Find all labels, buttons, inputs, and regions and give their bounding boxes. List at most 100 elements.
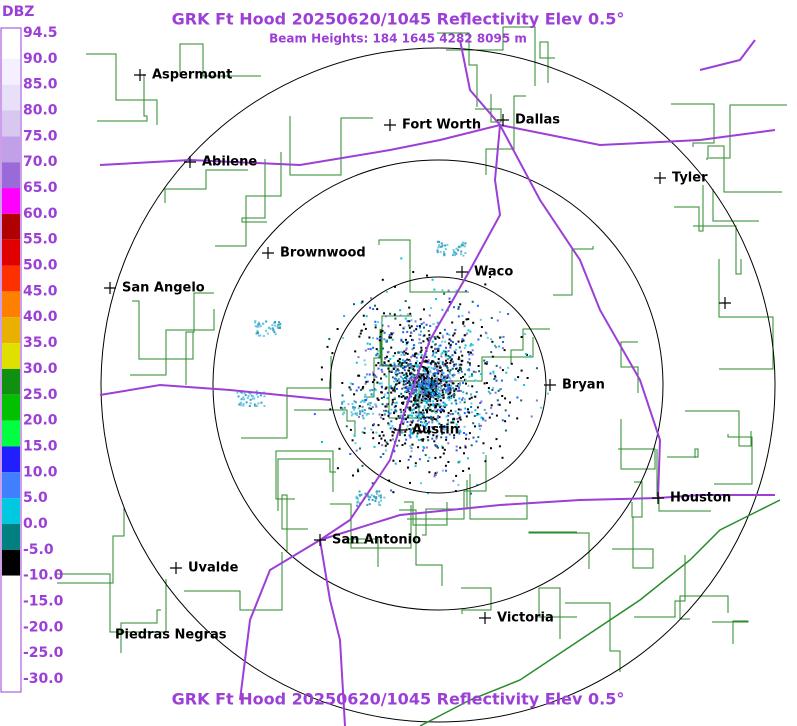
echo-pixel [446,376,449,379]
echo-pixel [375,376,378,379]
echo-pixel [436,383,439,386]
echo-pixel [390,391,393,394]
legend-label: -25.0 [23,645,64,661]
echo-pixel [480,326,483,328]
echo-pixel [449,394,452,397]
echo-pixel [381,403,384,406]
echo-pixel [384,449,387,452]
echo-pixel [382,434,385,437]
echo-pixel [374,388,377,391]
echo-pixel [388,412,391,415]
echo-pixel [404,349,407,352]
echo-pixel [448,338,451,341]
echo-pixel [349,382,352,385]
echo-pixel [412,411,415,414]
echo-pixel [257,334,260,337]
echo-pixel [257,323,260,326]
echo-pixel [497,389,500,392]
echo-pixel [377,367,380,370]
echo-pixel [443,428,446,431]
echo-pixel [357,470,360,473]
echo-pixel [410,450,413,453]
city-label: Brownwood [280,246,366,261]
echo-pixel [409,377,412,380]
echo-pixel [476,304,479,307]
echo-pixel [361,399,364,402]
echo-pixel [371,482,374,485]
title: GRK Ft Hood 20250620/1045 Reflectivity E… [172,10,625,29]
echo-pixel [495,438,498,441]
echo-pixel [376,352,379,355]
echo-pixel [484,331,487,334]
county-line [277,458,336,511]
echo-pixel [490,404,493,407]
legend-labels: 94.590.085.080.075.070.065.060.055.050.0… [23,25,64,687]
echo-pixel [415,417,418,419]
echo-pixel [356,414,359,417]
echo-pixel [419,362,421,365]
echo-pixel [382,453,385,455]
echo-pixel [354,442,357,445]
echo-pixel [262,322,265,325]
echo-pixel [397,369,400,372]
legend-swatch [2,188,20,214]
county-line [422,480,468,536]
echo-pixel [445,425,448,428]
echo-pixel [351,413,354,416]
echo-pixel [405,391,408,393]
county-line [120,609,161,653]
echo-pixel [448,389,451,392]
echo-pixel [409,455,412,458]
echo-pixel [427,407,429,409]
echo-pixel [420,421,423,424]
echo-pixel [426,410,429,413]
echo-pixel [437,378,440,381]
echo-pixel [440,353,443,355]
echo-pixel [453,351,456,354]
echo-pixel [384,364,387,367]
echo-pixel [418,430,421,433]
echo-pixel [430,403,432,406]
echo-pixel [494,344,496,347]
echo-pixel [279,322,282,325]
echo-pixel [269,327,272,330]
echo-pixel [479,428,481,431]
echo-pixel [418,458,421,461]
highways [99,39,781,726]
echo-pixel [384,387,387,390]
echo-pixel [529,355,532,357]
echo-pixel [432,434,435,437]
echo-pixel [468,358,471,361]
echo-pixel [430,366,433,369]
echo-pixel [434,412,437,414]
legend-swatch [2,420,20,447]
echo-pixel [403,369,406,372]
echo-pixel [428,388,431,391]
echo-pixel [464,407,467,410]
echo-pixel [434,337,437,340]
echo-pixel [428,456,431,459]
echo-pixel [448,380,451,383]
echo-pixel [422,446,425,448]
echo-pixel [415,403,418,405]
echo-pixel [354,406,357,409]
echo-pixel [418,341,420,344]
echo-pixel [387,360,390,362]
echo-pixel [495,379,498,382]
echo-pixel [378,356,381,359]
echo-pixel [419,318,422,321]
echo-pixel [492,372,495,375]
echo-pixel [383,496,386,499]
echo-pixel [360,493,363,496]
echo-pixel [373,388,376,390]
echo-pixel [463,325,466,328]
echo-pixel [416,397,419,400]
echo-pixel [492,370,495,373]
echo-pixel [437,246,440,249]
echo-pixel [450,397,453,399]
county-line [343,538,379,567]
echo-pixel [380,416,383,419]
echo-pixel [456,417,459,420]
echo-pixel [391,434,394,437]
county-line [446,26,536,86]
